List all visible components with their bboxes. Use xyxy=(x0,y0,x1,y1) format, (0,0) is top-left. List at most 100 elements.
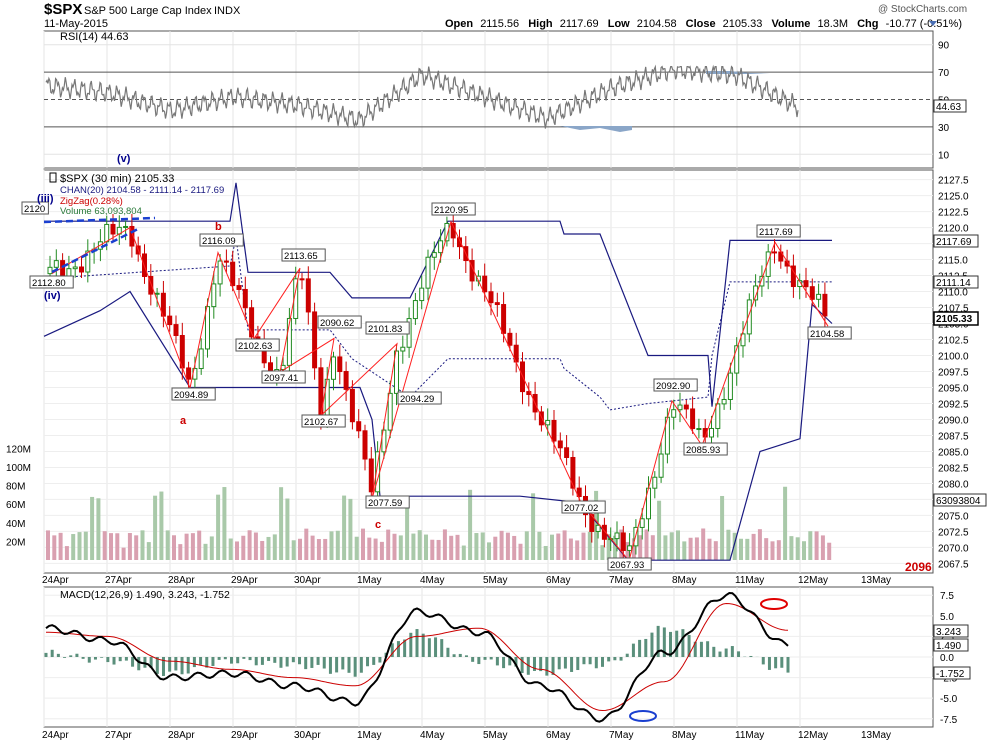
volume-tick-label: 40M xyxy=(6,519,25,530)
macd-hist-bar xyxy=(588,657,592,665)
pivot-label: 2102.67 xyxy=(304,417,338,428)
pivot-label: 2090.62 xyxy=(320,318,354,329)
volume-bar xyxy=(701,528,706,560)
volume-bar xyxy=(379,541,384,560)
macd-tick-label: -5.0 xyxy=(940,694,958,705)
macd-hist-bar xyxy=(508,657,512,666)
pivot-box xyxy=(756,224,801,238)
candle-body xyxy=(198,348,204,370)
macd-hist-bar xyxy=(304,657,308,670)
macd-hist-bar xyxy=(638,639,642,657)
candle-body xyxy=(639,518,645,528)
macd-hist-bar xyxy=(607,657,611,662)
candle-body xyxy=(331,356,336,380)
macd-hist-bar xyxy=(217,657,221,660)
candle-body xyxy=(79,266,84,273)
macd-hist-bar xyxy=(335,657,339,673)
watermark: @ StockCharts.com xyxy=(878,4,967,15)
rsi-tick-label: 90 xyxy=(938,41,950,52)
volume-bar xyxy=(449,535,454,560)
candle-body xyxy=(759,275,765,287)
macd-hist-bar xyxy=(93,657,97,660)
macd-hist-bar xyxy=(322,657,326,669)
macd-tick-label: 2.5 xyxy=(940,632,954,643)
volume-bar xyxy=(764,538,769,560)
candle-body xyxy=(72,266,78,270)
macd-hist-bar xyxy=(199,657,203,665)
chg-dropdown-icon[interactable] xyxy=(929,21,937,26)
volume-bar xyxy=(165,530,170,560)
candle-body xyxy=(349,388,355,423)
signal-value-box xyxy=(933,624,969,638)
volume-bar xyxy=(316,539,321,560)
candle-body xyxy=(765,251,771,277)
volume-bar xyxy=(96,498,101,560)
candle-body xyxy=(438,240,444,254)
exchange-tag: INDX xyxy=(214,5,241,17)
macd-hist-bar xyxy=(205,657,209,668)
x-tick-label: 11May xyxy=(735,575,764,586)
x-tick-label: 6May xyxy=(546,575,570,586)
high-value: 2117.69 xyxy=(560,18,599,30)
volume-bar xyxy=(342,495,347,560)
volume-bar xyxy=(222,487,227,560)
macd-hist-bar xyxy=(520,657,524,673)
macd-hist-bar xyxy=(279,657,283,668)
volume-bar xyxy=(814,531,819,560)
candle-body xyxy=(425,256,431,289)
volume-bar xyxy=(468,489,473,560)
volume-bar xyxy=(802,541,806,560)
pivot-box xyxy=(607,557,652,571)
pivot-box xyxy=(365,495,410,509)
candle-body xyxy=(545,419,551,426)
volume-bar xyxy=(146,542,151,560)
macd-tick-label: 5.0 xyxy=(940,612,954,623)
macd-hist-bar xyxy=(427,638,431,657)
signal-line xyxy=(46,602,789,712)
candle-body xyxy=(576,487,582,497)
legend-zigzag: ZigZag(0.28%) xyxy=(60,196,123,207)
macd-hist-bar xyxy=(656,625,660,657)
volume-tick-label: 20M xyxy=(6,537,25,548)
macd-hist-bar xyxy=(699,641,703,657)
candle-body xyxy=(223,260,229,263)
macd-hist-bar xyxy=(211,657,215,666)
volume-bar xyxy=(713,541,718,560)
volume-bar xyxy=(241,535,246,560)
macd-hist-bar xyxy=(687,634,691,657)
volume-bar xyxy=(405,500,410,560)
candle-body xyxy=(501,304,507,334)
candle-body xyxy=(148,275,154,295)
legend-price: $SPX (30 min) 2105.33 xyxy=(60,173,174,185)
macd-hist-bar xyxy=(730,646,734,657)
candle-body xyxy=(249,307,255,338)
volume-bar xyxy=(298,538,302,560)
candle-body xyxy=(614,532,620,540)
x-tick-label: 7May xyxy=(609,575,633,586)
price-tick-label: 2082.5 xyxy=(938,463,969,474)
volume-bar xyxy=(644,529,649,560)
price-tick-label: 2127.5 xyxy=(938,176,969,187)
volume-bar xyxy=(367,537,372,560)
x-tick-label: 13May xyxy=(861,730,891,741)
macd-hist-bar xyxy=(44,652,48,657)
macd-hist-bar xyxy=(192,657,196,668)
candle-body xyxy=(809,286,815,300)
macd-value-box xyxy=(933,638,969,652)
price-tick-label: 2092.5 xyxy=(938,399,969,410)
volume-bar xyxy=(436,539,441,560)
macd-hist-bar xyxy=(471,657,475,662)
volume-bar xyxy=(789,536,794,560)
candle-body xyxy=(482,275,488,293)
macd-hist-bar xyxy=(131,657,135,667)
volume-bar xyxy=(348,498,353,560)
volume-bar xyxy=(499,530,504,560)
macd-hist-bar xyxy=(106,657,110,663)
rsi-value-box xyxy=(933,99,967,113)
close-value-box xyxy=(933,311,979,326)
volume-bar xyxy=(102,531,107,560)
pivot-box xyxy=(199,233,244,247)
macd-hist-bar xyxy=(563,657,567,669)
volume-bar xyxy=(52,535,57,560)
candle-body xyxy=(696,428,702,431)
